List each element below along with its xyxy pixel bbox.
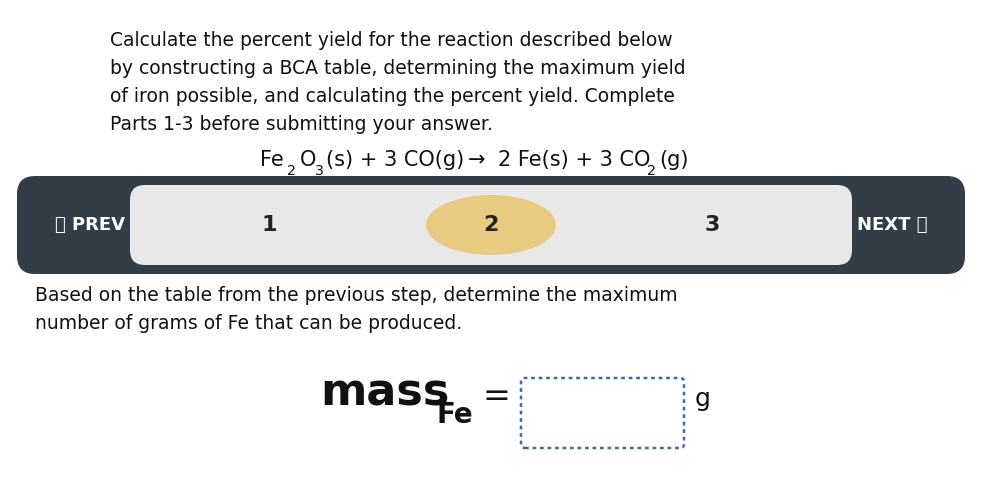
Text: 3: 3 bbox=[315, 164, 324, 178]
Text: 3: 3 bbox=[705, 215, 720, 235]
Text: number of grams of Fe that can be produced.: number of grams of Fe that can be produc… bbox=[35, 314, 463, 333]
Text: Parts 1-3 before submitting your answer.: Parts 1-3 before submitting your answer. bbox=[110, 115, 493, 134]
Text: O: O bbox=[300, 150, 316, 170]
FancyBboxPatch shape bbox=[17, 176, 965, 274]
Text: Calculate the percent yield for the reaction described below: Calculate the percent yield for the reac… bbox=[110, 31, 673, 50]
Ellipse shape bbox=[426, 195, 556, 255]
FancyBboxPatch shape bbox=[130, 185, 852, 265]
Text: 2 Fe(s) + 3 CO: 2 Fe(s) + 3 CO bbox=[498, 150, 650, 170]
Text: by constructing a BCA table, determining the maximum yield: by constructing a BCA table, determining… bbox=[110, 59, 685, 78]
Text: →: → bbox=[468, 150, 485, 170]
Text: (g): (g) bbox=[659, 150, 688, 170]
Text: =: = bbox=[482, 380, 510, 413]
Text: mass: mass bbox=[320, 372, 450, 415]
FancyBboxPatch shape bbox=[521, 378, 684, 448]
Text: (s) + 3 CO(g): (s) + 3 CO(g) bbox=[326, 150, 464, 170]
Text: Fe: Fe bbox=[260, 150, 284, 170]
Text: 1: 1 bbox=[262, 215, 277, 235]
Text: Based on the table from the previous step, determine the maximum: Based on the table from the previous ste… bbox=[35, 286, 678, 305]
Text: 2: 2 bbox=[483, 215, 499, 235]
Text: 2: 2 bbox=[288, 164, 297, 178]
Text: 2: 2 bbox=[647, 164, 656, 178]
Text: NEXT 〉: NEXT 〉 bbox=[856, 216, 927, 234]
Text: of iron possible, and calculating the percent yield. Complete: of iron possible, and calculating the pe… bbox=[110, 87, 675, 106]
Text: 〈 PREV: 〈 PREV bbox=[55, 216, 125, 234]
Text: g: g bbox=[695, 387, 711, 411]
Text: Fe: Fe bbox=[436, 401, 472, 429]
